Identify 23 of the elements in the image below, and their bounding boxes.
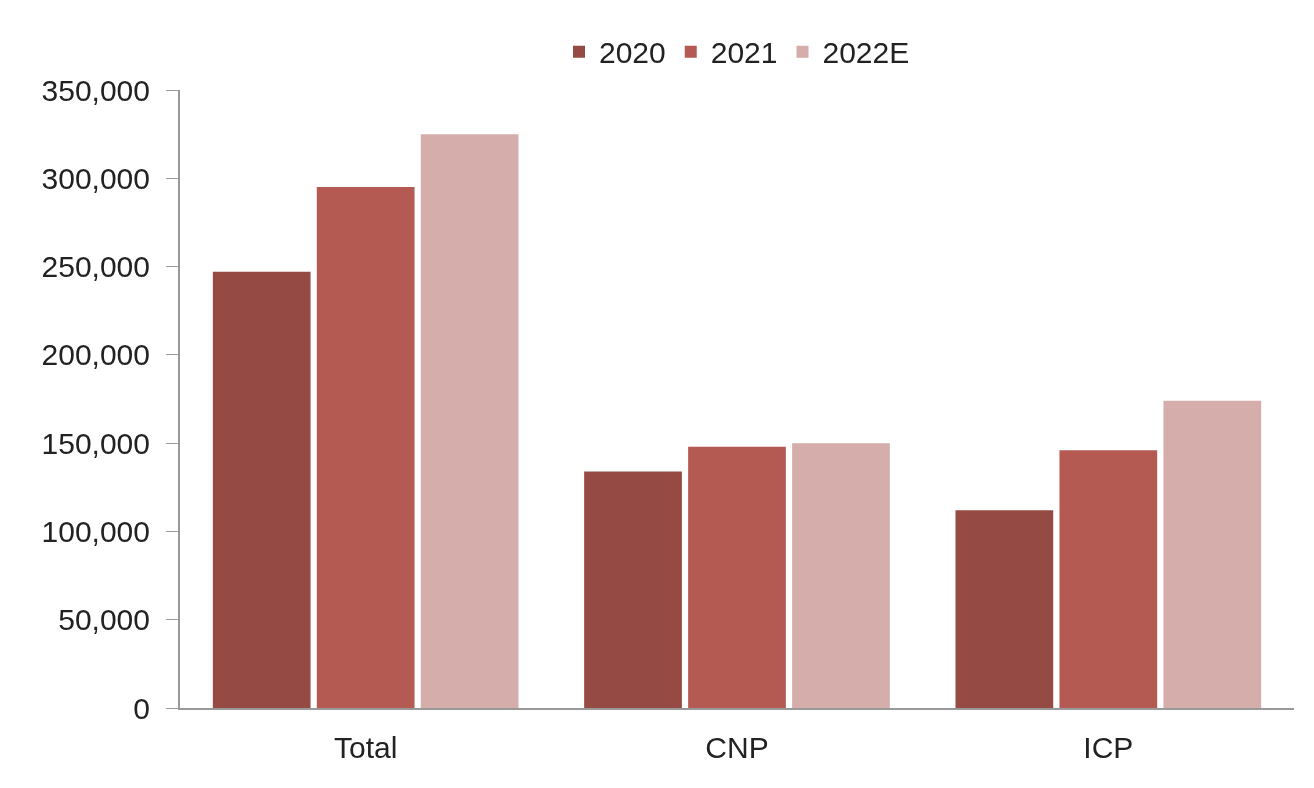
- bar: [688, 446, 786, 708]
- y-tick-label: 200,000: [41, 338, 150, 372]
- legend-label: 2022E: [822, 36, 910, 70]
- y-tick-label: 300,000: [41, 161, 150, 195]
- bar: [316, 187, 415, 708]
- bar: [955, 510, 1054, 708]
- bar: [1059, 450, 1158, 708]
- x-tick-label: ICP: [1083, 731, 1134, 764]
- bar: [212, 271, 311, 708]
- bar: [1163, 400, 1262, 708]
- y-tick-label: 50,000: [58, 603, 150, 637]
- bar: [792, 443, 890, 708]
- y-tick-label: 250,000: [41, 250, 150, 284]
- y-tick-label: 350,000: [41, 73, 150, 107]
- x-tick-label: Total: [333, 731, 398, 764]
- legend-label: 2020: [599, 36, 666, 70]
- bar: [420, 134, 519, 708]
- y-tick-label: 0: [133, 691, 150, 725]
- legend-label: 2021: [710, 36, 778, 70]
- y-tick-label: 150,000: [41, 426, 150, 460]
- bar: [584, 471, 682, 708]
- y-tick-label: 100,000: [41, 514, 150, 548]
- x-tick-label: CNP: [705, 731, 769, 764]
